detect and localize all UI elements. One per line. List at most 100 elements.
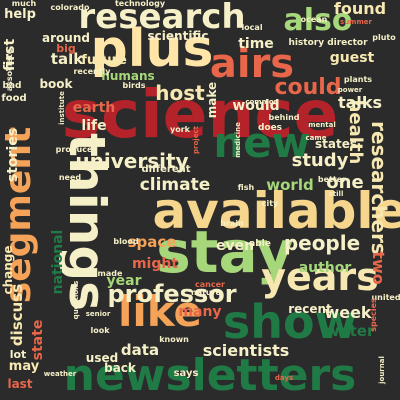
cloud-word: plus — [90, 19, 213, 79]
cloud-word: one — [326, 172, 363, 193]
cloud-word: pluto — [372, 33, 396, 42]
cloud-word: water — [326, 322, 375, 340]
cloud-word: available — [153, 182, 400, 240]
cloud-word: state — [30, 320, 46, 361]
cloud-word: big — [56, 42, 76, 55]
cloud-word: behind — [268, 113, 299, 122]
cloud-word: book — [39, 77, 73, 91]
cloud-word: talks — [338, 93, 382, 112]
cloud-word: guest — [330, 50, 375, 66]
cloud-word: producer — [56, 145, 97, 154]
cloud-word: local — [241, 23, 262, 32]
cloud-word: around — [42, 31, 90, 45]
cloud-word: cancer — [195, 280, 225, 289]
cloud-word: last — [7, 377, 32, 391]
cloud-word: senior — [86, 310, 111, 318]
cloud-word: also — [284, 3, 353, 38]
cloud-word: able — [249, 239, 271, 249]
cloud-word: days — [275, 374, 293, 382]
cloud-word: weather — [44, 370, 77, 378]
cloud-word: united — [371, 293, 400, 302]
cloud-word: different — [141, 164, 190, 175]
cloud-word: project — [192, 125, 200, 154]
cloud-word: segment — [0, 127, 39, 303]
cloud-word: back — [104, 361, 137, 375]
cloud-word: study — [292, 150, 349, 171]
cloud-word: time — [238, 36, 274, 52]
cloud-word: brain — [220, 219, 244, 228]
cloud-word: health — [345, 100, 366, 165]
cloud-word: common — [245, 98, 278, 106]
cloud-word: plants — [344, 75, 372, 84]
cloud-word: people — [284, 231, 360, 255]
cloud-word: things — [58, 133, 116, 311]
cloud-word: stories — [5, 128, 21, 182]
cloud-word: author — [299, 260, 352, 276]
cloud-word: space — [128, 233, 177, 251]
cloud-word: came — [306, 134, 327, 142]
cloud-word: power — [338, 86, 363, 94]
cloud-word: used — [86, 351, 118, 365]
cloud-word: two — [369, 251, 388, 284]
cloud-word: first — [2, 39, 18, 72]
cloud-word: still — [329, 190, 344, 198]
cloud-word: many — [178, 304, 221, 320]
cloud-word: data — [121, 341, 159, 359]
cloud-word: birds — [123, 81, 146, 90]
cloud-word: change — [1, 245, 15, 294]
cloud-word: make — [205, 82, 219, 118]
cloud-word: years — [261, 255, 379, 299]
cloud-word: research — [78, 0, 245, 37]
cloud-word: world — [266, 176, 313, 194]
cloud-word: ocean — [301, 15, 328, 24]
cloud-word: found — [334, 0, 386, 18]
cloud-word: colorado — [50, 3, 90, 12]
cloud-word: states — [315, 137, 357, 151]
cloud-word: much — [12, 0, 37, 8]
cloud-word: fish — [238, 183, 255, 192]
cloud-word: look — [90, 326, 110, 335]
cloud-word: stay — [156, 218, 293, 286]
cloud-word: show — [223, 295, 357, 349]
cloud-word: lot — [10, 348, 27, 361]
cloud-word: professor — [107, 280, 236, 308]
cloud-word: york — [170, 125, 191, 134]
cloud-word: may — [9, 359, 40, 374]
cloud-word: made — [98, 269, 123, 278]
cloud-word: bad — [3, 81, 22, 91]
cloud-word: climate — [140, 175, 211, 195]
cloud-word: scientific — [148, 29, 209, 43]
cloud-word: national — [50, 230, 66, 295]
cloud-word: could — [274, 75, 341, 100]
cloud-word: help — [4, 7, 36, 22]
cloud-word: life — [81, 118, 106, 134]
cloud-word: history director — [288, 38, 368, 48]
cloud-word: newsletters — [64, 350, 357, 400]
cloud-word: new — [213, 118, 310, 167]
cloud-word: associate — [5, 48, 14, 91]
cloud-word: host — [155, 81, 205, 105]
cloud-word: scientists — [203, 341, 290, 360]
cloud-word: better — [318, 175, 346, 184]
cloud-word: week — [324, 303, 371, 322]
cloud-word: does — [258, 123, 282, 133]
cloud-word: discuss — [8, 284, 26, 346]
cloud-word: technology — [115, 0, 166, 8]
cloud-word: journal — [378, 356, 386, 385]
cloud-word: medicine — [234, 122, 242, 158]
cloud-word: nature — [191, 288, 222, 297]
cloud-word: institute — [58, 91, 66, 125]
cloud-word: earth — [73, 100, 116, 116]
cloud-word: blood — [113, 237, 138, 246]
cloud-word: questions — [72, 281, 80, 320]
cloud-word: researchers — [367, 121, 391, 255]
cloud-word: need — [59, 173, 82, 182]
cloud-word: recently — [73, 67, 111, 76]
cloud-word: might — [132, 256, 178, 272]
cloud-word: recent — [288, 302, 332, 316]
cloud-word: known — [159, 335, 189, 344]
